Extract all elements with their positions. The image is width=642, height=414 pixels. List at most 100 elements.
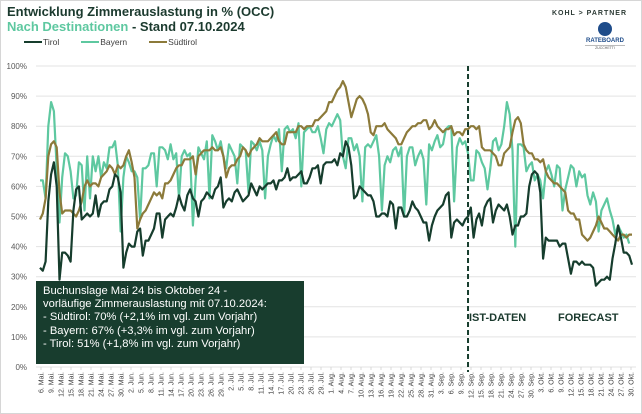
- x-tick-label: 6. Sep.: [449, 372, 456, 394]
- legend-label-tirol: Tirol: [43, 37, 60, 47]
- x-tick-label: 23. Jun.: [199, 372, 206, 397]
- series-line-bayern: [40, 101, 631, 248]
- x-tick-label: 18. Mai.: [79, 372, 86, 397]
- x-tick-label: 5. Jun.: [139, 372, 146, 393]
- y-tick-label: 50%: [11, 213, 27, 222]
- x-tick-label: 3. Okt.: [539, 372, 546, 393]
- x-tick-label: 21. Okt.: [599, 372, 606, 397]
- x-tick-label: 12. Mai.: [59, 372, 66, 397]
- x-tick-label: 13. Aug.: [369, 372, 376, 398]
- x-tick-label: 9. Okt.: [559, 372, 566, 393]
- x-tick-label: 29. Jun.: [219, 372, 226, 397]
- legend-label-bayern: Bayern: [100, 37, 128, 47]
- rateboard-logo: RATEBOARD ZUCCHETTI: [575, 22, 635, 62]
- chart-title: Entwicklung Zimmerauslastung in % (OCC): [7, 4, 275, 19]
- x-tick-label: 24. Sep.: [509, 372, 516, 398]
- y-tick-label: 60%: [11, 182, 27, 191]
- x-tick-label: 28. Aug.: [419, 372, 426, 398]
- x-tick-label: 18. Okt.: [589, 372, 596, 397]
- x-tick-label: 22. Aug.: [399, 372, 406, 398]
- y-tick-label: 20%: [11, 303, 27, 312]
- kohl-partner-logo: KOHL > PARTNER: [552, 10, 627, 17]
- x-tick-label: 17. Jun.: [179, 372, 186, 397]
- legend-swatch-bayern: [81, 40, 100, 44]
- x-tick-label: 30. Mai.: [119, 372, 126, 397]
- series-line-suedtirol: [39, 80, 632, 242]
- x-tick-label: 20. Jun.: [189, 372, 196, 397]
- infobox-line: vorläufige Zimmerauslastung mit 07.10.20…: [43, 298, 267, 311]
- x-tick-label: 15. Okt.: [579, 372, 586, 397]
- x-tick-label: 31. Aug.: [429, 372, 436, 398]
- y-tick-label: 0%: [15, 363, 27, 372]
- x-tick-label: 30. Okt.: [629, 372, 636, 397]
- ist-daten-label: IST-DATEN: [469, 312, 527, 324]
- x-tick-label: 12. Okt.: [569, 372, 576, 397]
- x-tick-label: 20. Jul.: [289, 372, 296, 395]
- x-tick-label: 3. Sep.: [439, 372, 446, 394]
- x-tick-label: 18. Sep.: [489, 372, 496, 398]
- x-tick-label: 6. Okt.: [549, 372, 556, 393]
- infobox-line: - Südtirol: 70% (+2,1% im vgl. zum Vorja…: [43, 311, 258, 324]
- x-tick-label: 2. Jun.: [129, 372, 136, 393]
- x-tick-label: 26. Jul.: [309, 372, 316, 395]
- x-tick-label: 14. Jun.: [169, 372, 176, 397]
- x-tick-label: 15. Mai.: [69, 372, 76, 397]
- legend-item-bayern: Bayern: [81, 37, 127, 47]
- legend-label-suedtirol: Südtirol: [168, 37, 197, 47]
- x-tick-label: 26. Jun.: [209, 372, 216, 397]
- y-tick-label: 90%: [11, 92, 27, 101]
- x-tick-label: 4. Aug.: [339, 372, 346, 394]
- chart-subtitle: Nach Destinationen - Stand 07.10.2024: [7, 19, 245, 34]
- x-tick-label: 19. Aug.: [389, 372, 396, 398]
- x-tick-label: 7. Aug.: [349, 372, 356, 394]
- x-tick-label: 9. Mai.: [49, 372, 56, 393]
- subtitle-accent: Nach Destinationen: [7, 19, 129, 34]
- x-tick-label: 27. Okt.: [619, 372, 626, 397]
- x-tick-label: 25. Aug.: [409, 372, 416, 398]
- x-tick-label: 21. Mai.: [89, 372, 96, 397]
- y-tick-label: 100%: [7, 62, 27, 71]
- subtitle-rest: - Stand 07.10.2024: [128, 19, 245, 34]
- series-line-tirol: [39, 140, 634, 287]
- x-tick-label: 8. Jun.: [149, 372, 156, 393]
- rateboard-name: RATEBOARD: [586, 38, 624, 44]
- x-tick-label: 10. Aug.: [359, 372, 366, 398]
- x-tick-label: 6. Mai.: [39, 372, 46, 393]
- x-tick-label: 17. Jul.: [279, 372, 286, 395]
- x-tick-label: 21. Sep.: [499, 372, 506, 398]
- x-tick-label: 14. Jul.: [269, 372, 276, 395]
- x-tick-label: 29. Jul.: [319, 372, 326, 395]
- legend-swatch-tirol: [24, 40, 42, 44]
- y-tick-label: 70%: [11, 152, 27, 161]
- x-tick-label: 11. Jul.: [259, 372, 266, 394]
- infobox-line: Buchunslage Mai 24 bis Oktober 24 -: [43, 285, 228, 297]
- x-tick-label: 24. Mai.: [99, 372, 106, 397]
- forecast-label: FORECAST: [558, 312, 619, 324]
- infobox-line: - Bayern: 67% (+3,3% im vgl. zum Vorjahr…: [43, 324, 255, 337]
- x-tick-label: 5. Jul.: [239, 372, 246, 391]
- infobox-line: - Tirol: 51% (+1,8% im vgl. zum Vorjahr): [43, 337, 241, 350]
- x-tick-label: 24. Okt.: [609, 372, 616, 397]
- x-tick-label: 12. Sep.: [469, 372, 476, 398]
- rateboard-sub: ZUCCHETTI: [585, 45, 625, 50]
- y-tick-label: 80%: [11, 122, 27, 131]
- x-tick-label: 9. Sep.: [459, 372, 466, 394]
- summary-infobox: Buchunslage Mai 24 bis Oktober 24 - vorl…: [36, 281, 304, 364]
- y-tick-label: 30%: [11, 273, 27, 282]
- x-tick-label: 23. Jul.: [299, 372, 306, 395]
- x-tick-label: 16. Aug.: [379, 372, 386, 398]
- legend-item-suedtirol: Südtirol: [149, 37, 197, 47]
- x-tick-label: 1. Aug.: [329, 372, 336, 394]
- y-tick-label: 40%: [11, 243, 27, 252]
- x-tick-label: 8. Jul.: [249, 372, 256, 391]
- y-tick-label: 10%: [11, 333, 27, 342]
- legend-swatch-suedtirol: [149, 40, 168, 44]
- x-tick-label: 30. Sep.: [529, 372, 536, 398]
- x-tick-label: 15. Sep.: [479, 372, 486, 398]
- x-tick-label: 2. Jul.: [229, 372, 236, 391]
- x-tick-label: 11. Jun.: [159, 372, 166, 396]
- chart-legend: Tirol Bayern Südtirol: [24, 37, 197, 47]
- x-tick-label: 27. Sep.: [519, 372, 526, 398]
- rateboard-chart-icon: [598, 22, 612, 36]
- x-tick-label: 27. Mai.: [109, 372, 116, 397]
